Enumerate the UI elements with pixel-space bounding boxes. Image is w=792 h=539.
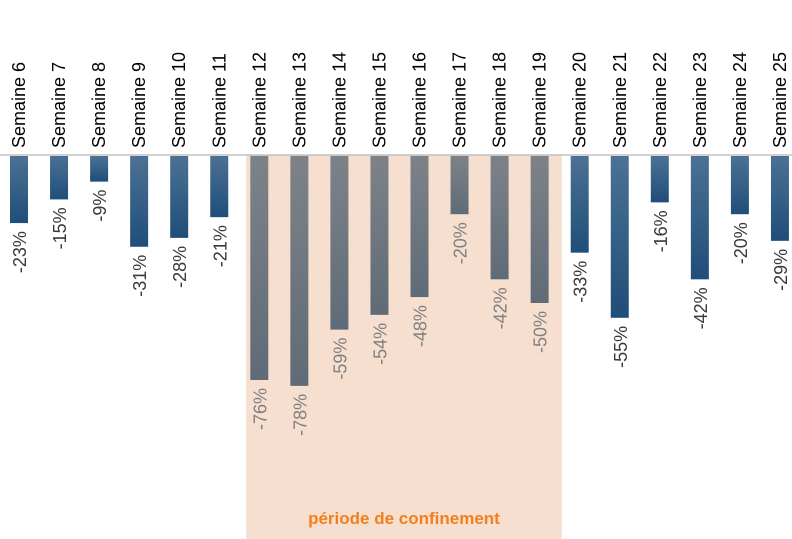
x-tick-label: Semaine 20 [570, 52, 590, 148]
bar [490, 156, 509, 280]
bar [50, 156, 69, 200]
bar [450, 156, 469, 215]
value-label: -50% [531, 311, 551, 353]
x-tick-label: Semaine 6 [9, 62, 29, 148]
x-tick-label: Semaine 7 [49, 62, 69, 148]
bar [210, 156, 229, 218]
value-label: -78% [290, 394, 310, 436]
bar [10, 156, 28, 224]
value-label: -21% [210, 225, 230, 267]
bar [330, 156, 349, 330]
value-label: -20% [731, 222, 751, 264]
x-tick-label: Semaine 23 [690, 52, 710, 148]
value-label: -59% [330, 338, 350, 380]
value-label: -55% [611, 326, 631, 368]
value-label: -42% [691, 287, 711, 329]
x-tick-label: Semaine 10 [169, 52, 189, 148]
bar [410, 156, 429, 298]
x-tick-label: Semaine 14 [329, 52, 349, 148]
value-label: -31% [130, 255, 150, 297]
x-tick-label: Semaine 21 [610, 52, 630, 148]
x-tick-label: Semaine 11 [209, 53, 229, 148]
bar [730, 156, 749, 215]
x-tick-label: Semaine 8 [89, 62, 109, 148]
x-tick-label: Semaine 25 [770, 52, 790, 148]
bar [290, 156, 309, 386]
value-label: -20% [451, 222, 471, 264]
bar [250, 156, 269, 380]
bar [370, 156, 389, 315]
bar [170, 156, 189, 238]
value-label: -54% [370, 323, 390, 365]
bar [90, 156, 109, 182]
bar [570, 156, 589, 253]
bar [610, 156, 629, 318]
bar [650, 156, 669, 203]
x-tick-label: Semaine 13 [289, 52, 309, 148]
x-tick-label: Semaine 19 [530, 52, 550, 148]
x-tick-label: Semaine 22 [650, 52, 670, 148]
value-label: -23% [10, 231, 30, 273]
x-tick-label: Semaine 18 [490, 52, 510, 148]
value-label: -29% [771, 249, 791, 291]
bar [130, 156, 149, 247]
x-tick-label: Semaine 16 [410, 52, 430, 148]
x-tick-label: Semaine 12 [249, 52, 269, 148]
x-tick-label: Semaine 24 [730, 52, 750, 148]
bar [690, 156, 709, 280]
bar [530, 156, 549, 303]
value-label: -9% [90, 190, 110, 222]
value-label: -15% [50, 207, 70, 249]
x-tick-label: Semaine 9 [129, 62, 149, 148]
value-label: -48% [411, 305, 431, 347]
value-label: -76% [250, 388, 270, 430]
value-label: -33% [571, 261, 591, 303]
value-label: -28% [170, 246, 190, 288]
x-tick-label: Semaine 17 [450, 52, 470, 148]
highlight-label: période de confinement [308, 509, 500, 528]
value-label: -42% [491, 287, 511, 329]
x-tick-label: Semaine 15 [369, 52, 389, 148]
value-label: -16% [651, 210, 671, 252]
bar [770, 156, 789, 241]
